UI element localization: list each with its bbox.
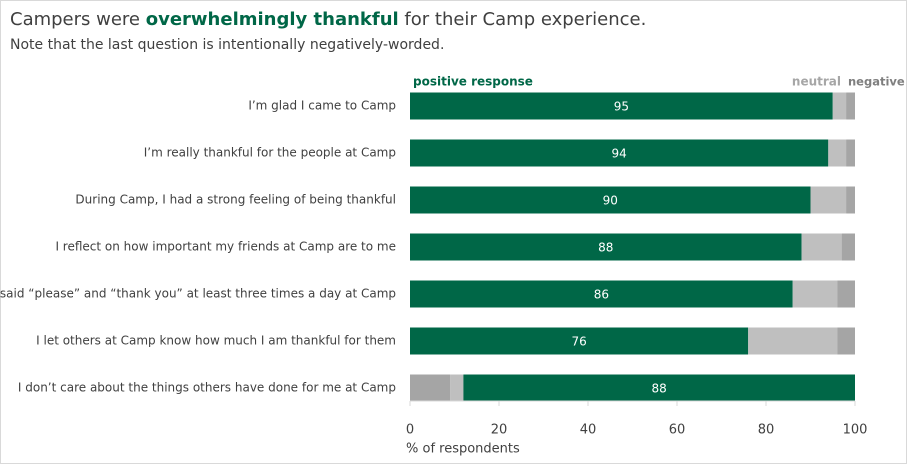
legend-label: neutral: [792, 75, 841, 89]
x-tick-label: 20: [491, 423, 508, 438]
chart-title: Campers were overwhelmingly thankful for…: [10, 9, 646, 30]
bar-segment: [828, 139, 847, 167]
bar-segment: [410, 186, 811, 214]
x-tick-label: 80: [758, 423, 775, 438]
bar-segment: [832, 92, 847, 120]
category-label: During Camp, I had a strong feeling of b…: [75, 193, 396, 207]
legend-label: negative: [848, 75, 905, 89]
data-label: 88: [652, 382, 667, 396]
category-label: I don’t care about the things others hav…: [18, 381, 396, 395]
title-part: for their Camp experience.: [399, 9, 647, 30]
bar-segment: [846, 92, 855, 120]
category-label: I’m really thankful for the people at Ca…: [144, 146, 396, 160]
title-part: Campers were: [10, 9, 146, 30]
bar-segment: [450, 374, 464, 402]
x-tick-label: 40: [580, 423, 597, 438]
data-label: 88: [598, 241, 613, 255]
x-tick-label: 0: [406, 423, 414, 438]
bar-segment: [410, 92, 833, 120]
legend-label: positive response: [413, 75, 533, 89]
bar-segment: [810, 186, 847, 214]
bar-segment: [841, 233, 855, 261]
category-label: I let others at Camp know how much I am …: [36, 334, 396, 348]
x-tick-label: 60: [669, 423, 686, 438]
category-label: I’m glad I came to Camp: [248, 99, 396, 113]
bar-segment: [792, 280, 838, 308]
bar-segment: [410, 327, 749, 355]
bar-segment: [410, 139, 829, 167]
bar-segment: [463, 374, 855, 402]
bar-segment: [837, 280, 855, 308]
category-label: I said “please” and “thank you” at least…: [0, 287, 396, 301]
x-axis-label: % of respondents: [406, 442, 520, 457]
data-label: 94: [612, 147, 627, 161]
bar-segment: [410, 374, 451, 402]
category-label: I reflect on how important my friends at…: [55, 240, 396, 254]
bar-segment: [410, 233, 802, 261]
bar-segment: [846, 186, 855, 214]
subtitle: Note that the last question is intention…: [10, 37, 444, 53]
data-label: 90: [603, 194, 618, 208]
data-label: 76: [571, 335, 586, 349]
data-label: 95: [614, 100, 629, 114]
x-tick-label: 100: [843, 423, 868, 438]
data-label: 86: [594, 288, 609, 302]
bar-segment: [801, 233, 842, 261]
bar-segment: [846, 139, 855, 167]
bar-segment: [837, 327, 855, 355]
bar-segment: [410, 280, 793, 308]
bar-segment: [748, 327, 838, 355]
title-emphasis: overwhelmingly thankful: [146, 9, 399, 30]
